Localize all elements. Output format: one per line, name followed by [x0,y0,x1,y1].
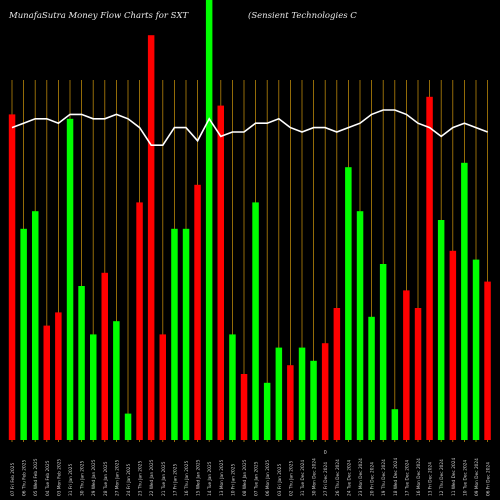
x-tick-label: 26 Thu Dec 2024 [335,459,341,496]
x-tick-label: 07 Fri Feb 2025 [10,463,16,496]
money-flow-bar [171,228,178,440]
x-tick-label: 13 Mon Jan 2025 [219,460,225,496]
money-flow-bar [90,334,97,440]
money-flow-bar [205,0,213,440]
x-tick-label: 28 Tue Jan 2025 [103,461,109,496]
money-flow-bar [55,312,62,440]
x-tick-label: 03 Fri Jan 2025 [277,463,283,496]
x-tick-label: 10 Fri Jan 2025 [230,463,236,496]
money-flow-bar [124,413,132,440]
money-flow-bar [403,290,410,440]
axis-zero-mark: 0 [324,450,327,456]
x-tick-label: 05 Wed Feb 2025 [33,458,39,496]
x-tick-label: 06 Thu Feb 2025 [22,460,28,496]
money-flow-bar [194,184,201,440]
x-tick-label: 06 Mon Jan 2025 [265,460,271,496]
x-tick-label: 30 Mon Dec 2024 [312,458,318,496]
money-flow-bar [78,286,85,440]
money-flow-bar [66,118,74,441]
money-flow-bar [136,202,143,440]
chart-title-right: (Sensient Technologies C [248,11,357,21]
money-flow-bar [461,162,468,441]
money-flow-bar [32,211,39,440]
x-tick-label: 30 Thu Jan 2025 [80,461,86,496]
money-flow-bar [391,409,399,440]
money-flow-bar [101,272,108,440]
x-tick-label: 15 Wed Jan 2025 [196,459,202,496]
money-flow-bar [240,374,248,440]
x-tick-label: 09 Mon Dec 2024 [474,458,480,496]
money-flow-bar [368,316,375,440]
x-tick-label: 23 Thu Jan 2025 [138,461,144,496]
money-flow-bar [310,360,317,440]
x-tick-label: 16 Mon Dec 2024 [416,458,422,496]
x-tick-label: 16 Thu Jan 2025 [184,461,190,496]
label-layer: 0 07 Fri Feb 2025 06 Thu Feb 2025 05 Wed Fe… [10,450,492,496]
x-tick-label: 17 Fri Jan 2025 [172,463,178,496]
line-layer [11,109,488,146]
money-flow-bar [379,264,387,440]
money-flow-bar [113,321,120,440]
money-flow-bar [298,347,306,440]
average-line [11,109,488,146]
x-tick-label: 10 Tue Dec 2024 [462,460,468,496]
x-tick-label: 04 Tue Feb 2025 [45,460,51,496]
x-tick-label: 14 Tue Jan 2025 [207,461,213,496]
x-tick-label: 02 Thu Jan 2025 [288,461,294,496]
money-flow-bar [159,334,166,440]
money-flow-bar [8,114,16,441]
money-flow-bar [20,228,27,440]
money-flow-bar [356,211,364,440]
money-flow-bar [472,259,480,440]
money-flow-bar [414,308,422,440]
bar-layer [8,0,491,441]
x-tick-label: 20 Fri Dec 2024 [370,462,376,496]
x-tick-label: 22 Wed Jan 2025 [149,459,155,496]
money-flow-bar [426,96,433,441]
x-tick-label: 24 Fri Jan 2025 [126,463,132,496]
money-flow-bar [229,334,236,440]
x-tick-label: 03 Mon Feb 2025 [56,459,62,496]
money-flow-bar [321,343,329,440]
x-tick-label: 31 Fri Jan 2025 [68,463,74,496]
x-tick-label: 27 Fri Dec 2024 [323,462,329,496]
money-flow-bar [484,281,491,440]
x-tick-label: 13 Fri Dec 2024 [428,462,434,496]
money-flow-bar [437,220,445,440]
x-tick-label: 29 Wed Jan 2025 [91,459,97,496]
chart-title-left: MunafaSutra Money Flow Charts for SXT [9,11,189,21]
money-flow-bar [345,167,352,440]
x-tick-label: 17 Tue Dec 2024 [404,460,410,496]
money-flow-bar [252,202,259,440]
money-flow-bar [287,365,294,440]
x-tick-label: 06 Fri Dec 2024 [486,462,492,496]
x-tick-label: 27 Mon Jan 2025 [114,460,120,496]
money-flow-bar [147,35,155,440]
money-flow-bar [182,228,190,440]
money-flow-bar [333,308,341,440]
x-tick-label: 11 Wed Dec 2024 [451,458,457,496]
money-flow-bar [263,382,271,440]
x-tick-label: 08 Wed Jan 2025 [242,459,248,496]
x-tick-label: 24 Tue Dec 2024 [346,460,352,496]
x-tick-label: 19 Thu Dec 2024 [381,459,387,496]
money-flow-bar [449,250,457,440]
x-tick-label: 18 Wed Dec 2024 [393,458,399,496]
money-flow-bar [275,347,283,440]
x-tick-label: 23 Mon Dec 2024 [358,458,364,496]
money-flow-bar [217,105,224,440]
x-tick-label: 31 Tue Dec 2024 [300,460,306,496]
x-tick-label: 21 Tue Jan 2025 [161,461,167,496]
money-flow-bar [43,325,50,440]
x-tick-label: 07 Tue Jan 2025 [254,461,260,496]
x-tick-label: 12 Thu Dec 2024 [439,459,445,496]
